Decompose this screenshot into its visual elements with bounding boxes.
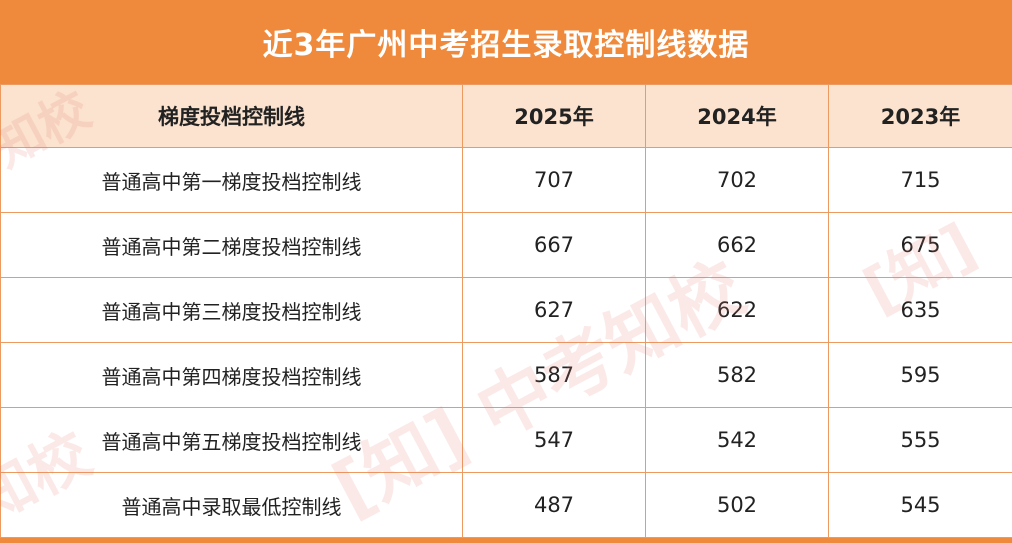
cell-2024: 702 (645, 147, 829, 213)
row-label: 普通高中第一梯度投档控制线 (0, 147, 463, 213)
cell-2023: 675 (828, 212, 1012, 278)
cell-2025: 587 (462, 342, 646, 408)
cell-2024: 662 (645, 212, 829, 278)
control-line-table: 梯度投档控制线 2025年 2024年 2023年 普通高中第一梯度投档控制线 … (0, 84, 1012, 538)
page-title: 近3年广州中考招生录取控制线数据 (262, 28, 750, 63)
cell-2024: 502 (645, 472, 829, 538)
cell-2023: 555 (828, 407, 1012, 473)
header-2023: 2023年 (828, 84, 1012, 148)
table-row: 普通高中第二梯度投档控制线 667 662 675 (0, 212, 1012, 278)
cell-2024: 542 (645, 407, 829, 473)
cell-2023: 635 (828, 277, 1012, 343)
cell-2023: 715 (828, 147, 1012, 213)
row-label: 普通高中录取最低控制线 (0, 472, 463, 538)
cell-2025: 627 (462, 277, 646, 343)
table-row: 普通高中第三梯度投档控制线 627 622 635 (0, 277, 1012, 343)
row-label: 普通高中第四梯度投档控制线 (0, 342, 463, 408)
row-label: 普通高中第二梯度投档控制线 (0, 212, 463, 278)
cell-2025: 707 (462, 147, 646, 213)
cell-2024: 582 (645, 342, 829, 408)
header-2024: 2024年 (645, 84, 829, 148)
table-row: 普通高中录取最低控制线 487 502 545 (0, 472, 1012, 538)
row-label: 普通高中第五梯度投档控制线 (0, 407, 463, 473)
table-row: 普通高中第一梯度投档控制线 707 702 715 (0, 147, 1012, 213)
cell-2025: 547 (462, 407, 646, 473)
table-row: 普通高中第四梯度投档控制线 587 582 595 (0, 342, 1012, 408)
cell-2025: 487 (462, 472, 646, 538)
row-label: 普通高中第三梯度投档控制线 (0, 277, 463, 343)
cell-2025: 667 (462, 212, 646, 278)
cell-2023: 595 (828, 342, 1012, 408)
header-row: 梯度投档控制线 2025年 2024年 2023年 (0, 84, 1012, 148)
header-2025: 2025年 (462, 84, 646, 148)
table-row: 普通高中第五梯度投档控制线 547 542 555 (0, 407, 1012, 473)
header-category: 梯度投档控制线 (0, 84, 463, 148)
cell-2023: 545 (828, 472, 1012, 538)
cell-2024: 622 (645, 277, 829, 343)
